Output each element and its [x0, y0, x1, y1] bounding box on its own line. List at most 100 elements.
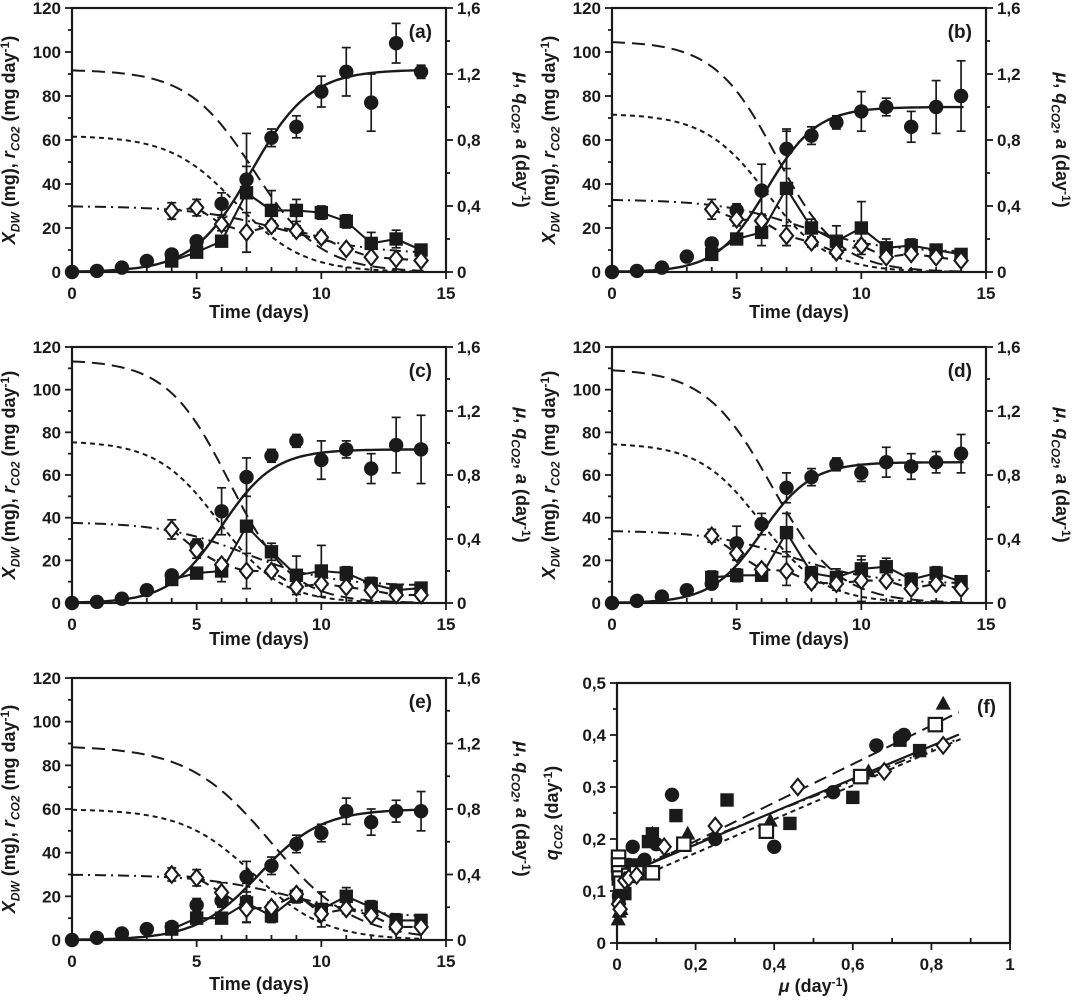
svg-text:0: 0 [592, 263, 601, 282]
svg-text:0,8: 0,8 [997, 131, 1021, 150]
svg-text:100: 100 [573, 43, 601, 62]
svg-text:0: 0 [612, 955, 621, 974]
svg-text:1,2: 1,2 [997, 65, 1021, 84]
svg-text:XDW (mg), rCO2 (mg day-1): XDW (mg), rCO2 (mg day-1) [0, 36, 23, 245]
svg-text:XDW (mg), rCO2 (mg day-1): XDW (mg), rCO2 (mg day-1) [540, 36, 563, 245]
svg-text:0,4: 0,4 [997, 530, 1021, 549]
svg-text:0,4: 0,4 [582, 726, 606, 745]
svg-text:120: 120 [33, 0, 61, 18]
svg-text:80: 80 [582, 87, 601, 106]
svg-text:0: 0 [997, 594, 1006, 613]
svg-text:20: 20 [582, 219, 601, 238]
svg-text:100: 100 [33, 713, 61, 732]
svg-text:1,2: 1,2 [457, 65, 481, 84]
svg-text:60: 60 [42, 466, 61, 485]
svg-text:120: 120 [33, 669, 61, 688]
svg-text:μ, qCO2, a (day-1): μ, qCO2, a (day-1) [1049, 406, 1074, 542]
svg-text:20: 20 [42, 551, 61, 570]
svg-text:20: 20 [42, 219, 61, 238]
svg-text:10: 10 [852, 615, 871, 634]
svg-text:100: 100 [33, 43, 61, 62]
svg-text:1,6: 1,6 [997, 338, 1021, 357]
svg-text:120: 120 [573, 338, 601, 357]
svg-text:qCO2 (day-1): qCO2 (day-1) [541, 766, 566, 860]
svg-text:0,4: 0,4 [457, 197, 481, 216]
svg-text:1: 1 [1005, 955, 1014, 974]
svg-text:15: 15 [977, 284, 996, 303]
svg-text:(c): (c) [409, 361, 432, 382]
svg-text:Time (days): Time (days) [749, 302, 849, 322]
svg-text:40: 40 [42, 175, 61, 194]
svg-text:0: 0 [67, 952, 76, 971]
svg-text:0: 0 [52, 263, 61, 282]
svg-text:0,6: 0,6 [841, 955, 865, 974]
svg-text:0: 0 [67, 615, 76, 634]
svg-text:0: 0 [607, 284, 616, 303]
svg-text:0: 0 [457, 931, 466, 950]
svg-text:120: 120 [573, 0, 601, 18]
svg-text:μ (day-1): μ (day-1) [778, 975, 849, 996]
svg-text:0: 0 [67, 284, 76, 303]
svg-text:40: 40 [42, 844, 61, 863]
svg-text:0,8: 0,8 [457, 131, 481, 150]
svg-text:5: 5 [732, 284, 741, 303]
svg-text:Time (days): Time (days) [749, 629, 849, 649]
svg-text:10: 10 [312, 952, 331, 971]
svg-text:80: 80 [42, 423, 61, 442]
svg-text:0,3: 0,3 [582, 778, 606, 797]
svg-text:5: 5 [192, 952, 201, 971]
svg-text:XDW (mg), rCO2 (mg day-1): XDW (mg), rCO2 (mg day-1) [540, 371, 563, 580]
svg-text:0: 0 [52, 594, 61, 613]
svg-text:0,2: 0,2 [582, 830, 606, 849]
svg-text:100: 100 [33, 381, 61, 400]
svg-text:60: 60 [582, 466, 601, 485]
svg-text:μ, qCO2, a (day-1): μ, qCO2, a (day-1) [509, 71, 534, 207]
svg-text:1,2: 1,2 [457, 402, 481, 421]
svg-text:1,6: 1,6 [457, 338, 481, 357]
svg-text:0,5: 0,5 [582, 674, 606, 693]
svg-text:1,6: 1,6 [997, 0, 1021, 18]
svg-text:0: 0 [52, 931, 61, 950]
svg-text:1,2: 1,2 [457, 735, 481, 754]
svg-text:120: 120 [33, 338, 61, 357]
svg-text:10: 10 [312, 284, 331, 303]
svg-text:1,6: 1,6 [457, 0, 481, 18]
svg-text:15: 15 [437, 284, 456, 303]
svg-text:0,4: 0,4 [457, 530, 481, 549]
svg-text:(f): (f) [977, 697, 996, 718]
svg-text:20: 20 [42, 887, 61, 906]
svg-text:0,2: 0,2 [684, 955, 708, 974]
svg-text:1,6: 1,6 [457, 669, 481, 688]
svg-text:μ, qCO2, a (day-1): μ, qCO2, a (day-1) [509, 740, 534, 876]
svg-text:40: 40 [42, 509, 61, 528]
svg-text:15: 15 [437, 615, 456, 634]
svg-text:5: 5 [732, 615, 741, 634]
svg-text:10: 10 [312, 615, 331, 634]
svg-text:80: 80 [582, 423, 601, 442]
svg-text:0,4: 0,4 [457, 866, 481, 885]
svg-text:Time (days): Time (days) [209, 302, 309, 322]
svg-text:XDW (mg), rCO2 (mg day-1): XDW (mg), rCO2 (mg day-1) [0, 705, 23, 914]
svg-text:0,8: 0,8 [457, 800, 481, 819]
svg-text:XDW (mg), rCO2 (mg day-1): XDW (mg), rCO2 (mg day-1) [0, 371, 23, 580]
svg-text:0: 0 [997, 263, 1006, 282]
svg-text:(b): (b) [948, 22, 972, 43]
chart-panel-f: 0 0,2 0,4 0,6 0,8 1 0 0,1 0,2 0,3 0,4 0,5 μ (day-1) q… [541, 674, 1015, 996]
svg-text:100: 100 [573, 381, 601, 400]
svg-text:5: 5 [192, 284, 201, 303]
svg-text:0,8: 0,8 [920, 955, 944, 974]
svg-text:20: 20 [582, 551, 601, 570]
svg-text:0,1: 0,1 [582, 882, 606, 901]
svg-text:60: 60 [582, 131, 601, 150]
svg-text:0,4: 0,4 [997, 197, 1021, 216]
svg-text:1,2: 1,2 [997, 402, 1021, 421]
svg-text:80: 80 [42, 756, 61, 775]
svg-text:0: 0 [457, 594, 466, 613]
svg-text:0: 0 [597, 934, 606, 953]
svg-text:60: 60 [42, 800, 61, 819]
svg-text:(d): (d) [948, 361, 972, 382]
